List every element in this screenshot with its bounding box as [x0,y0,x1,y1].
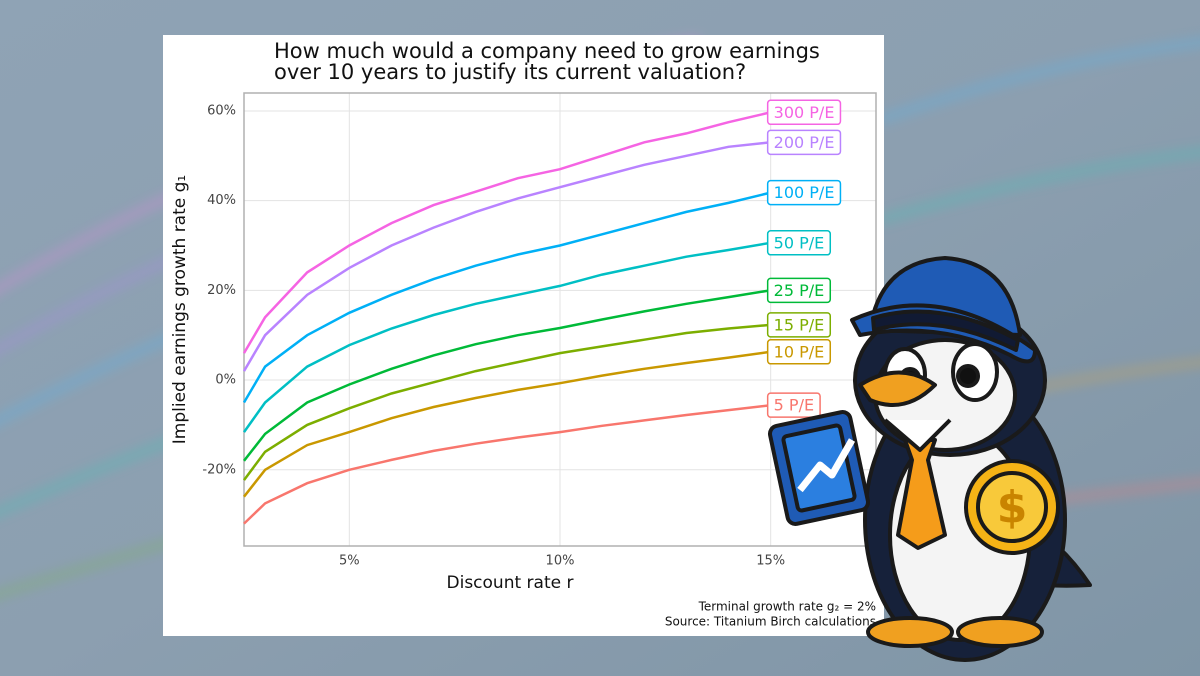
series-line [243,403,771,525]
series-line [242,111,771,354]
y-tick-label: 60% [207,103,236,118]
series-label: 200 P/E [774,133,835,152]
series-line [243,350,771,498]
y-axis-label: Implied earnings growth rate g₁ [170,175,190,444]
y-tick-label: 40% [207,193,236,208]
series-line [242,323,771,481]
series-label-box [766,179,842,206]
series-label: 10 P/E [774,342,825,361]
series-line [242,141,771,372]
series-label-box [766,392,821,418]
series-label: 25 P/E [774,281,825,300]
x-tick-label: 15% [756,554,785,569]
series-label-box [766,99,842,126]
series-line [243,289,771,462]
series-label-box [766,339,832,365]
series-label-box [766,230,832,256]
series-label-box [766,312,832,338]
y-tick-label: -20% [202,462,236,477]
y-tick-label: 0% [215,373,236,388]
series-label: 5 P/E [774,396,814,415]
series-label-box [766,129,842,156]
chart-title: over 10 years to justify its current val… [274,60,746,84]
x-tick-label: 5% [339,554,360,569]
caption: Source: Titanium Birch calculations [665,615,876,629]
series-label: 50 P/E [774,233,825,252]
x-axis-label: Discount rate r [447,573,574,593]
chart: How much would a company need to grow ea… [170,39,877,629]
chart-title: How much would a company need to grow ea… [274,39,820,63]
penguin-mascot: $ [767,256,1092,662]
series-line [242,241,771,433]
series-label: 100 P/E [774,183,835,202]
series-label: 15 P/E [774,315,825,334]
caption: Terminal growth rate g₂ = 2% [698,600,876,614]
series-label-box [766,277,832,304]
x-tick-label: 10% [546,554,575,569]
svg-text:$: $ [997,482,1028,533]
series-line [242,191,771,404]
series-label: 300 P/E [774,103,835,122]
y-tick-label: 20% [207,283,236,298]
